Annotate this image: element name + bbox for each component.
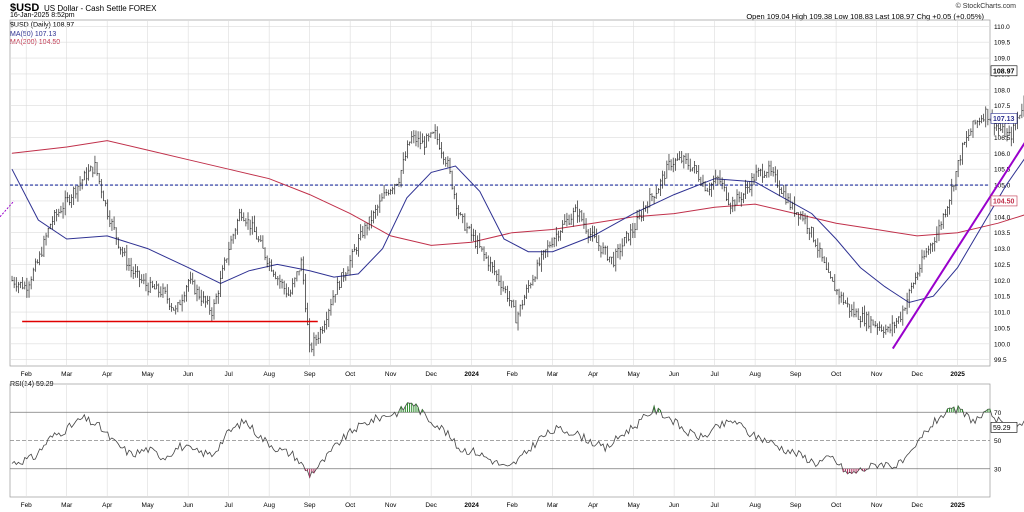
rsi-x-tick-label: Apr bbox=[588, 502, 599, 509]
rsi-x-tick-label: Jul bbox=[225, 502, 234, 509]
price-x-tick-label: 2024 bbox=[464, 371, 479, 378]
price-x-tick-label: May bbox=[627, 371, 640, 378]
ma50-line bbox=[11, 158, 1024, 304]
rsi-last-tag: 59.29 bbox=[993, 425, 1011, 432]
price-y-tick-label: 100.0 bbox=[994, 341, 1011, 348]
price-y-tick-label: 109.0 bbox=[994, 56, 1011, 63]
price-y-tick-label: 105.0 bbox=[994, 183, 1011, 190]
price-y-tick-label: 100.5 bbox=[994, 325, 1011, 332]
price-x-tick-label: Feb bbox=[507, 371, 519, 378]
price-y-tick-label: 109.5 bbox=[994, 40, 1011, 47]
price-y-tick-label: 107.5 bbox=[994, 103, 1011, 110]
rsi-x-tick-label: Oct bbox=[831, 502, 841, 509]
rsi-x-tick-label: Mar bbox=[61, 502, 73, 509]
ma50-tag: 107.13 bbox=[993, 116, 1015, 123]
rsi-line bbox=[11, 402, 1024, 479]
price-x-tick-label: Jul bbox=[225, 371, 234, 378]
price-x-tick-label: Nov bbox=[871, 371, 883, 378]
rsi-y-tick-label: 70 bbox=[994, 410, 1002, 417]
price-x-tick-label: Mar bbox=[61, 371, 73, 378]
price-x-tick-label: Apr bbox=[588, 371, 599, 378]
price-y-tick-label: 104.0 bbox=[994, 214, 1011, 221]
price-x-tick-label: May bbox=[142, 371, 155, 378]
rsi-x-tick-label: Apr bbox=[102, 502, 113, 509]
price-y-tick-label: 101.5 bbox=[994, 294, 1011, 301]
price-x-tick-label: Oct bbox=[831, 371, 841, 378]
price-y-tick-label: 106.5 bbox=[994, 135, 1011, 142]
rsi-y-tick-label: 30 bbox=[994, 466, 1002, 473]
legend-price: $USD (Daily) 108.97 bbox=[10, 22, 75, 29]
rsi-x-tick-label: Nov bbox=[385, 502, 397, 509]
rsi-x-tick-label: Sep bbox=[790, 502, 802, 509]
rsi-x-tick-label: May bbox=[142, 502, 155, 509]
rsi-x-tick-label: Jun bbox=[669, 502, 680, 509]
price-x-tick-label: Apr bbox=[102, 371, 113, 378]
rsi-x-tick-label: Feb bbox=[507, 502, 519, 509]
legend-rsi: RSI(14) 59.29 bbox=[10, 381, 54, 388]
price-y-tick-label: 102.5 bbox=[994, 262, 1011, 269]
price-panel-frame bbox=[9, 19, 991, 367]
price-x-tick-label: Mar bbox=[547, 371, 559, 378]
last-price-tag-box bbox=[990, 65, 1018, 77]
price-x-tick-label: Nov bbox=[385, 371, 397, 378]
price-x-tick-label: Sep bbox=[790, 371, 802, 378]
price-y-tick-label: 103.5 bbox=[994, 230, 1011, 237]
price-y-tick-label: 103.0 bbox=[994, 246, 1011, 253]
price-x-tick-label: Aug bbox=[263, 371, 275, 378]
brand-label: © StockCharts.com bbox=[955, 3, 1016, 10]
price-y-tick-label: 99.5 bbox=[994, 357, 1007, 364]
price-x-tick-label: Dec bbox=[911, 371, 923, 378]
rsi-x-tick-label: 2025 bbox=[950, 502, 965, 509]
price-y-tick-label: 108.0 bbox=[994, 87, 1011, 94]
price-y-tick-label: 102.0 bbox=[994, 278, 1011, 285]
price-y-tick-label: 101.0 bbox=[994, 310, 1011, 317]
price-y-tick-label: 110.0 bbox=[994, 24, 1010, 31]
legend-ma50: MA(50) 107.13 bbox=[10, 31, 57, 38]
price-x-tick-label: Jun bbox=[183, 371, 194, 378]
rsi-x-tick-label: Dec bbox=[425, 502, 437, 509]
rsi-x-tick-label: Jul bbox=[710, 502, 719, 509]
last-price-tag: 108.97 bbox=[993, 68, 1015, 75]
rsi-x-tick-label: 2024 bbox=[464, 502, 479, 509]
symbol-description: US Dollar - Cash Settle FOREX bbox=[44, 4, 157, 13]
price-x-tick-label: Sep bbox=[304, 371, 316, 378]
rsi-x-tick-label: Dec bbox=[911, 502, 923, 509]
price-x-tick-label: Oct bbox=[345, 371, 355, 378]
price-y-tick-label: 106.0 bbox=[994, 151, 1011, 158]
ma50-tag-box bbox=[990, 113, 1018, 124]
rsi-x-tick-label: Nov bbox=[871, 502, 883, 509]
rsi-x-tick-label: Sep bbox=[304, 502, 316, 509]
ma200-tag: 104.50 bbox=[993, 198, 1015, 205]
price-x-tick-label: Jul bbox=[710, 371, 719, 378]
rsi-y-tick-label: 50 bbox=[994, 438, 1002, 445]
price-x-tick-label: 2025 bbox=[950, 371, 965, 378]
symbol-title: $USD bbox=[10, 2, 40, 14]
ma200-tag-box bbox=[990, 195, 1018, 207]
rsi-x-tick-label: Aug bbox=[263, 502, 275, 509]
rsi-x-tick-label: May bbox=[627, 502, 640, 509]
rsi-x-tick-label: Feb bbox=[21, 502, 33, 509]
price-y-tick-label: 105.5 bbox=[994, 167, 1011, 174]
price-x-tick-label: Aug bbox=[749, 371, 761, 378]
ma200-line bbox=[11, 140, 1024, 246]
timestamp: 16-Jan-2025 8:52pm bbox=[10, 12, 75, 19]
rsi-x-tick-label: Mar bbox=[547, 502, 559, 509]
rsi-x-tick-label: Aug bbox=[749, 502, 761, 509]
trendline-stub bbox=[0, 200, 15, 218]
price-x-tick-label: Dec bbox=[425, 371, 437, 378]
rsi-x-tick-label: Jun bbox=[183, 502, 194, 509]
price-x-tick-label: Feb bbox=[21, 371, 33, 378]
ohlc-readout: Open 109.04 High 109.38 Low 108.83 Last … bbox=[746, 12, 984, 21]
rsi-last-tag-box bbox=[990, 422, 1018, 433]
rsi-x-tick-label: Oct bbox=[345, 502, 355, 509]
price-x-tick-label: Jun bbox=[669, 371, 680, 378]
trendline bbox=[891, 142, 1024, 350]
